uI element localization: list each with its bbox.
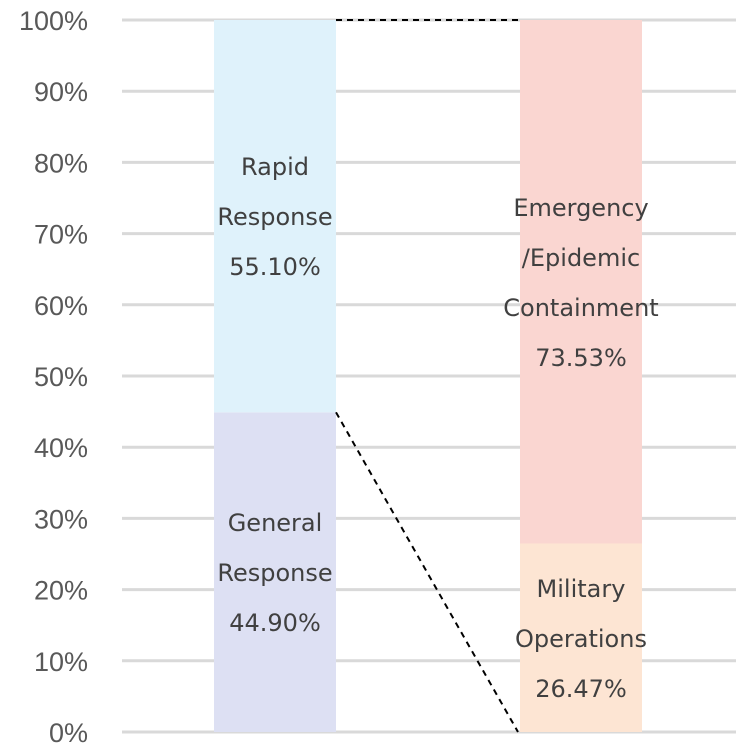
segment-name-label: Rapid xyxy=(241,153,309,181)
segment-name-label: /Epidemic xyxy=(522,244,640,272)
segment-labels: General Response 44.90% Rapid Response 55.10%… xyxy=(217,153,658,703)
segment-name-label: Response xyxy=(217,203,332,231)
bar-segment xyxy=(214,412,336,732)
y-tick-label: 50% xyxy=(34,362,88,392)
segment-name-label: Containment xyxy=(503,294,658,322)
bar-segment xyxy=(520,543,642,732)
segment-name-label: Operations xyxy=(515,625,647,653)
segment-name-label: General xyxy=(228,509,323,537)
segment-name-label: Response xyxy=(217,559,332,587)
segment-value-label: 73.53% xyxy=(535,344,627,372)
segment-name-label: Emergency xyxy=(513,194,648,222)
y-axis-ticks: 0% 10% 20% 30% 40% 50% 60% 70% 80% 90% 100% xyxy=(19,6,88,748)
segment-value-label: 44.90% xyxy=(229,609,321,637)
y-tick-label: 30% xyxy=(34,504,88,534)
y-tick-label: 0% xyxy=(49,718,88,748)
y-tick-label: 100% xyxy=(19,6,88,36)
y-tick-label: 70% xyxy=(34,220,88,250)
bar-segment xyxy=(520,20,642,544)
segment-value-label: 55.10% xyxy=(229,253,321,281)
y-tick-label: 10% xyxy=(34,647,88,677)
connector-lines xyxy=(335,19,520,733)
bar-segment xyxy=(214,20,336,413)
y-tick-label: 40% xyxy=(34,433,88,463)
segment-value-label: 26.47% xyxy=(535,675,627,703)
y-tick-label: 20% xyxy=(34,576,88,606)
y-tick-label: 60% xyxy=(34,291,88,321)
y-tick-label: 90% xyxy=(34,77,88,107)
y-tick-label: 80% xyxy=(34,148,88,178)
connector-bottom-line xyxy=(335,411,519,733)
bars xyxy=(214,20,642,732)
segment-name-label: Military xyxy=(537,575,626,603)
